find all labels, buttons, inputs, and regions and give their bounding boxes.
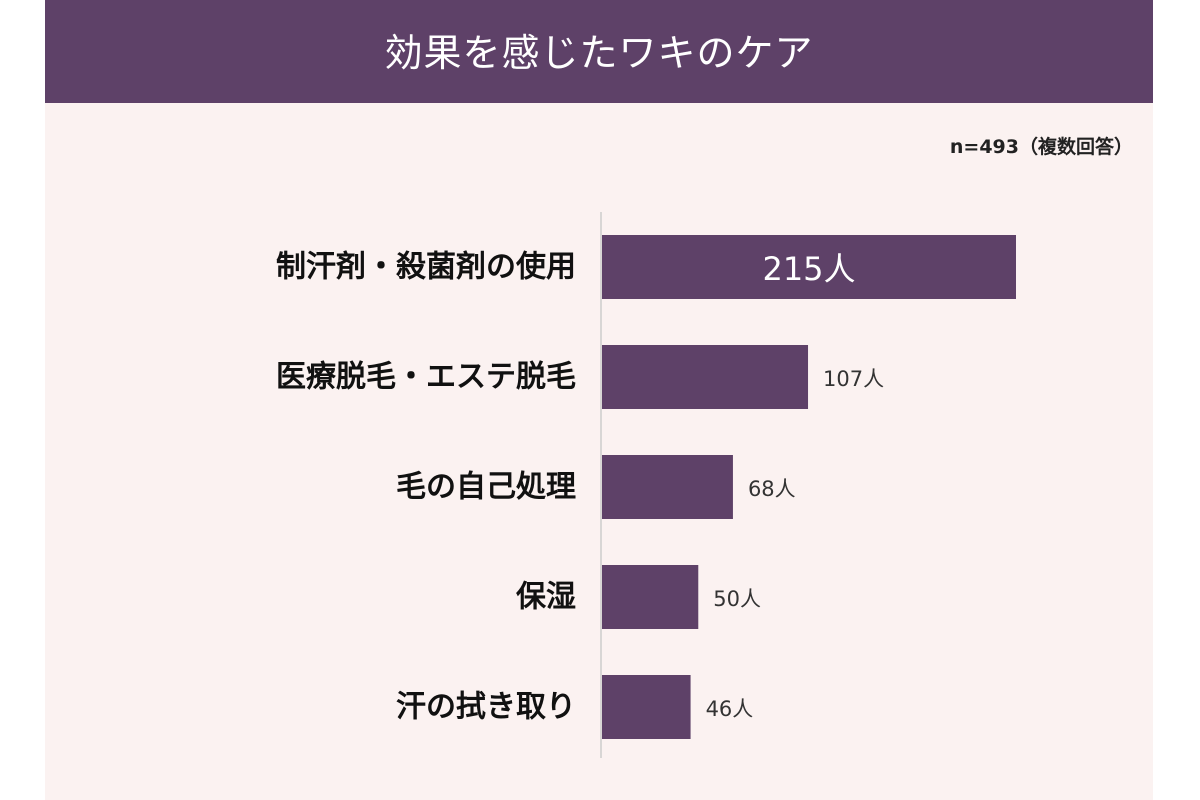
- bar: [602, 455, 733, 519]
- bar: [602, 675, 691, 739]
- chart-panel: 効果を感じたワキのケア n=493（複数回答） 制汗剤・殺菌剤の使用 215人医療…: [45, 0, 1153, 800]
- data-label: 215人: [762, 250, 855, 288]
- data-label: 50人: [713, 587, 761, 611]
- data-label: 107人: [823, 367, 884, 391]
- category-label: 制汗剤・殺菌剤の使用: [276, 250, 576, 285]
- sample-size-note: n=493（複数回答）: [949, 136, 1133, 158]
- category-label: 毛の自己処理: [396, 470, 576, 505]
- bar: [602, 345, 809, 409]
- category-label: 保湿: [516, 580, 576, 615]
- bar: [602, 235, 1016, 299]
- chart-header: 効果を感じたワキのケア: [45, 0, 1153, 103]
- data-label: 46人: [706, 697, 754, 721]
- category-label: 汗の拭き取り: [396, 690, 576, 725]
- chart-title: 効果を感じたワキのケア: [384, 31, 814, 75]
- data-label: 68人: [748, 477, 796, 501]
- bar: [602, 565, 699, 629]
- category-label: 医療脱毛・エステ脱毛: [276, 360, 576, 395]
